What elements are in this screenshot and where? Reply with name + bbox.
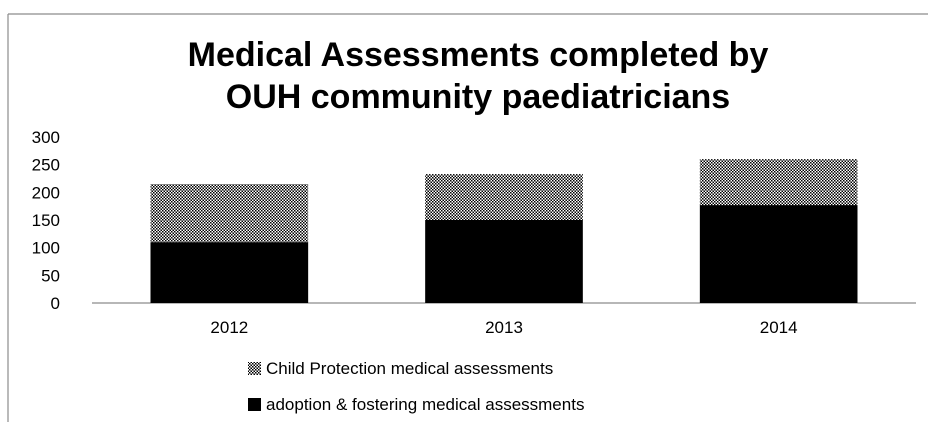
y-tick-label: 0 bbox=[51, 294, 60, 313]
y-tick-label: 250 bbox=[32, 156, 60, 175]
chart-title-line-2: OUH community paediatricians bbox=[226, 78, 730, 116]
legend-label-adoption-fostering: adoption & fostering medical assessments bbox=[266, 395, 584, 414]
legend-label-child-protection: Child Protection medical assessments bbox=[266, 359, 553, 378]
bar-adoption-fostering-2012 bbox=[150, 242, 309, 303]
bar-adoption-fostering-2014 bbox=[699, 205, 858, 303]
legend-swatch-adoption-fostering bbox=[248, 398, 261, 411]
x-tick-label: 2013 bbox=[485, 318, 523, 337]
bar-child-protection-2012 bbox=[150, 184, 309, 243]
y-tick-label: 100 bbox=[32, 239, 60, 258]
bar-child-protection-2013 bbox=[425, 174, 583, 220]
chart-title-line-1: Medical Assessments completed by bbox=[188, 36, 769, 74]
bar-child-protection-2014 bbox=[699, 159, 858, 206]
y-tick-label: 200 bbox=[32, 183, 60, 202]
legend: Child Protection medical assessments adop… bbox=[248, 359, 584, 414]
legend-swatch-child-protection bbox=[248, 362, 261, 375]
y-tick-label: 50 bbox=[41, 266, 60, 285]
y-tick-label: 150 bbox=[32, 211, 60, 230]
plot-area: 0 50 100 150 200 250 300 2012 2013 2014 bbox=[32, 128, 916, 337]
bar-adoption-fostering-2013 bbox=[425, 220, 583, 303]
y-tick-label: 300 bbox=[32, 128, 60, 147]
x-tick-label: 2012 bbox=[210, 318, 248, 337]
x-tick-label: 2014 bbox=[760, 318, 798, 337]
